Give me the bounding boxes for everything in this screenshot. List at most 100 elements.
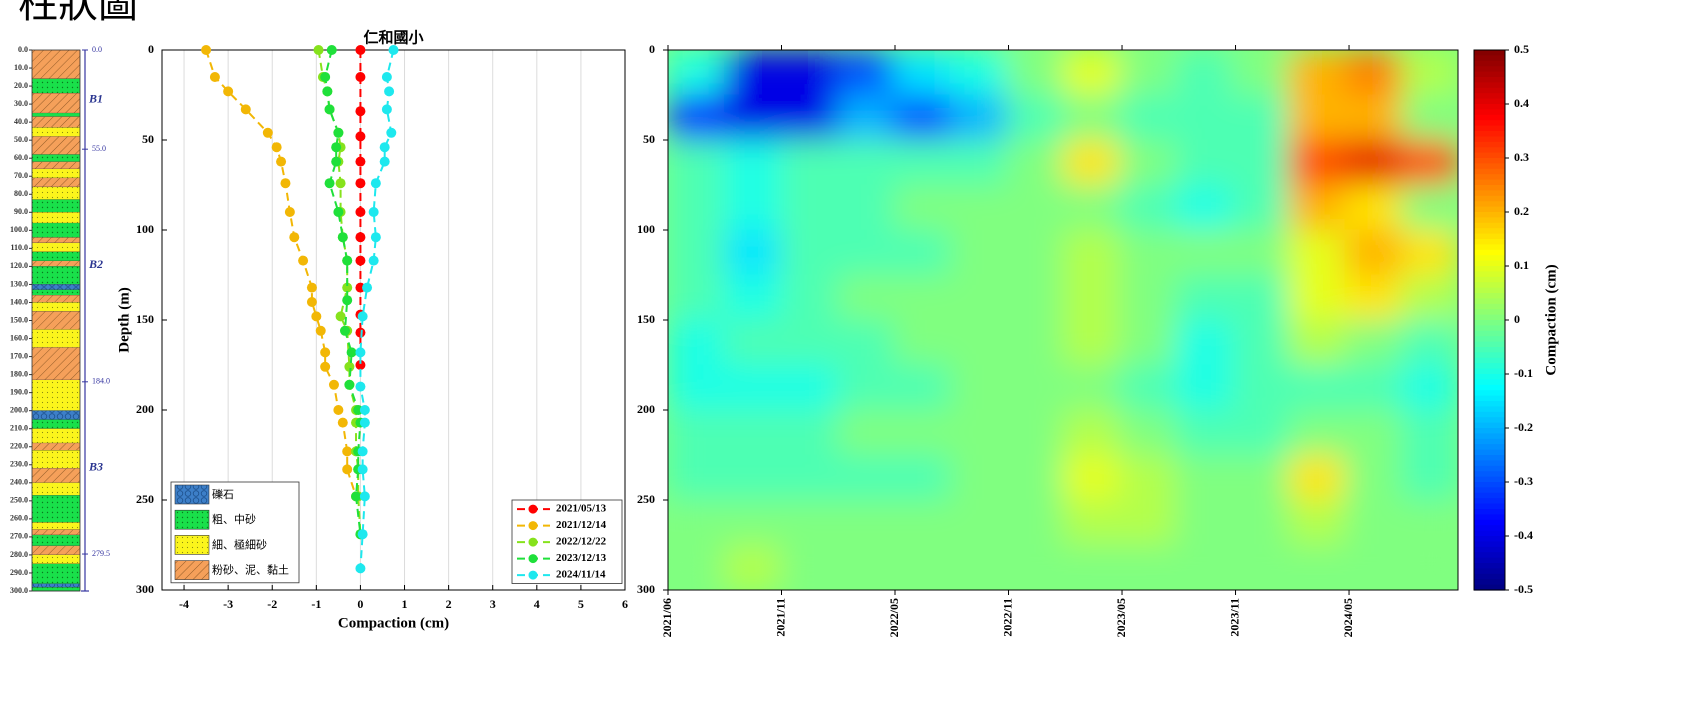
heatmap-cell [723, 409, 782, 456]
heatmap-cell [668, 454, 725, 501]
depth-label: 250.0 [10, 496, 28, 505]
heatmap-cell [1401, 229, 1458, 276]
y-tick-label: 0 [649, 42, 655, 56]
depth-label: 140.0 [10, 297, 28, 306]
heatmap-cell [1288, 499, 1346, 546]
legend-marker [528, 570, 538, 580]
heatmap-cell [1006, 184, 1064, 231]
y-tick-label: 250 [136, 492, 154, 506]
series-point [359, 405, 370, 415]
lithology-label: 細、極細砂 [212, 537, 267, 551]
colorbar-step [1474, 541, 1505, 548]
x-tick-label: -4 [179, 597, 189, 611]
stratum-pattern [32, 169, 80, 179]
colorbar-step [1474, 131, 1505, 137]
heatmap-cell [668, 139, 725, 186]
depth-label: 160.0 [10, 333, 28, 342]
heatmap-cell [1062, 50, 1120, 96]
heatmap-cell [836, 409, 895, 456]
series-point [355, 207, 366, 217]
heatmap-cell [1231, 499, 1290, 546]
series-point [342, 446, 353, 457]
heatmap-cell [668, 184, 725, 231]
heatmap-cell [1231, 454, 1290, 501]
stratum-pattern [32, 251, 80, 261]
series-point [386, 127, 397, 138]
heatmap-cell [1006, 319, 1064, 366]
heatmap-cell [1175, 499, 1233, 546]
colorbar-step [1474, 228, 1505, 235]
lithology-swatch-pattern [175, 535, 209, 555]
series-point [342, 295, 353, 306]
colorbar-step [1474, 455, 1505, 461]
colorbar-step [1474, 363, 1505, 370]
heatmap-cell [1175, 454, 1233, 501]
y-tick-label: 150 [637, 312, 655, 326]
heatmap-cell [1231, 274, 1290, 321]
heatmap-cell [1344, 454, 1403, 501]
series-point [355, 381, 366, 392]
colorbar-step [1474, 266, 1505, 272]
heatmap-cell [1006, 454, 1064, 501]
heatmap-cell [1401, 319, 1458, 366]
heatmap-cell [1006, 94, 1064, 141]
x-tick-label: 2023/05 [1114, 598, 1128, 637]
x-axis-label: Compaction (cm) [338, 615, 449, 631]
x-tick-label: 2022/11 [1000, 598, 1014, 637]
depth-label: 60.0 [14, 153, 28, 162]
colorbar-step [1474, 357, 1505, 364]
series-point [337, 417, 348, 428]
heatmap-cell [1344, 319, 1403, 366]
colorbar-step [1474, 406, 1505, 413]
series-point [223, 86, 234, 97]
legend-label: 2023/12/13 [556, 552, 607, 564]
stratum-pattern [32, 93, 80, 114]
depth-label: 40.0 [14, 117, 28, 126]
series-point [333, 127, 344, 138]
stratum-pattern [32, 563, 80, 584]
series-point [271, 142, 282, 153]
series-point [326, 45, 337, 55]
y-tick-label: 50 [643, 132, 655, 146]
series-point [320, 347, 331, 358]
heatmap-cell [1118, 229, 1177, 276]
unit-boundary-label: 279.5 [92, 549, 110, 558]
heatmap-cell [836, 94, 895, 141]
heatmap-cell [780, 229, 838, 276]
colorbar-step [1474, 530, 1505, 537]
colorbar-step [1474, 206, 1505, 213]
heatmap-cell [1288, 229, 1346, 276]
y-tick-label: 100 [136, 222, 154, 236]
series-point [355, 255, 366, 266]
series-point [240, 104, 251, 115]
colorbar-step [1474, 185, 1505, 191]
heatmap-cell [1288, 139, 1346, 186]
series-line [317, 49, 362, 535]
heatmap-cell [1344, 409, 1403, 456]
heatmap-cell [1118, 544, 1177, 590]
heatmap-cell [1231, 139, 1290, 186]
stratum-pattern [32, 289, 80, 296]
unit-boundary-label: 184.0 [92, 377, 110, 386]
colorbar-step [1474, 114, 1505, 121]
colorbar-step [1474, 509, 1505, 515]
series-point [346, 347, 357, 358]
heatmap-cell [1401, 274, 1458, 321]
colorbar-step [1474, 330, 1505, 337]
colorbar-step [1474, 563, 1505, 569]
depth-label: 200.0 [10, 405, 28, 414]
colorbar-step [1474, 174, 1505, 181]
heatmap-cell [780, 139, 838, 186]
series-point [324, 104, 335, 115]
colorbar-step [1474, 368, 1505, 375]
series-point [381, 104, 392, 115]
x-tick-label: -3 [223, 597, 233, 611]
colorbar-step [1474, 303, 1505, 310]
series-point [357, 311, 368, 322]
series-point [355, 106, 366, 117]
heatmap-cell [893, 544, 951, 590]
heatmap-cell [893, 229, 951, 276]
y-tick-label: 250 [637, 492, 655, 506]
heatmap-cell [1231, 229, 1290, 276]
stratum-pattern [32, 380, 80, 411]
